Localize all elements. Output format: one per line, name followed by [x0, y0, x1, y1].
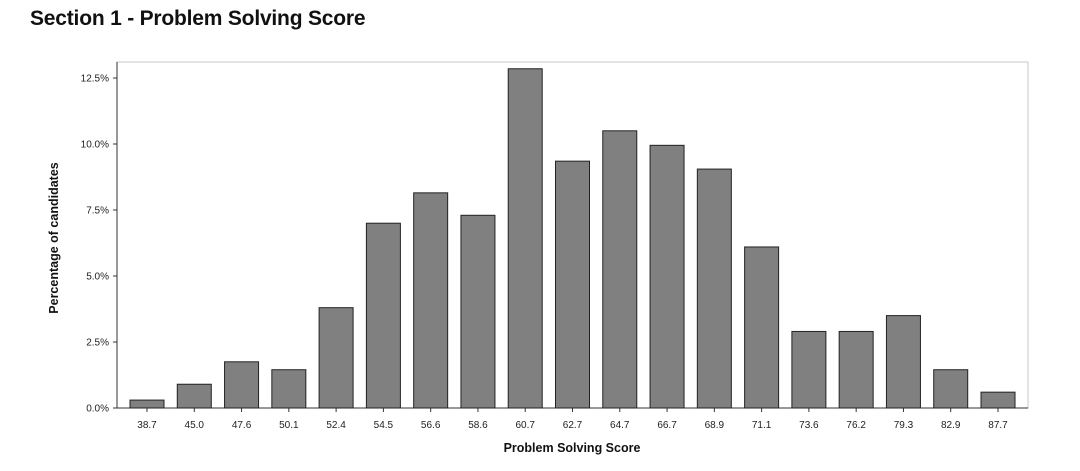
- bar: [413, 192, 449, 409]
- bars: [129, 68, 1016, 409]
- bar: [176, 383, 212, 409]
- y-axis-title: Percentage of candidates: [47, 162, 61, 313]
- x-tick-label: 62.7: [563, 420, 583, 431]
- x-tick-label: 47.6: [232, 420, 252, 431]
- y-tick-label: 7.5%: [86, 206, 109, 217]
- bar: [980, 391, 1016, 409]
- bar: [318, 307, 354, 409]
- x-tick-label: 64.7: [610, 420, 630, 431]
- x-tick-label: 54.5: [374, 420, 394, 431]
- x-tick-label: 66.7: [657, 420, 677, 431]
- bar: [791, 330, 827, 409]
- x-tick-label: 87.7: [988, 420, 1008, 431]
- bar: [696, 168, 732, 409]
- x-tick-label: 56.6: [421, 420, 441, 431]
- y-axis: 0.0% 2.5% 5.0% 7.5% 10.0% 12.5%: [81, 62, 118, 415]
- x-tick-label: 52.4: [326, 420, 346, 431]
- x-axis-title: Problem Solving Score: [504, 441, 641, 455]
- bar: [885, 315, 921, 409]
- y-tick-label: 10.0%: [81, 140, 109, 151]
- bar: [933, 369, 969, 409]
- bar: [602, 130, 638, 409]
- x-tick-label: 50.1: [279, 420, 299, 431]
- bar: [507, 68, 543, 409]
- x-tick-label: 73.6: [799, 420, 819, 431]
- bar: [838, 330, 874, 409]
- x-tick-label: 79.3: [894, 420, 914, 431]
- x-tick-label: 38.7: [137, 420, 157, 431]
- y-tick-label: 12.5%: [81, 74, 109, 85]
- y-tick-label: 2.5%: [86, 338, 109, 349]
- y-tick-label: 5.0%: [86, 272, 109, 283]
- bar: [271, 369, 307, 409]
- x-tick-label: 82.9: [941, 420, 961, 431]
- bar: [224, 361, 260, 409]
- bar: [555, 160, 590, 409]
- x-tick-label: 76.2: [846, 420, 866, 431]
- x-tick-label: 71.1: [752, 420, 772, 431]
- x-tick-label: 60.7: [515, 420, 535, 431]
- page-title: Section 1 - Problem Solving Score: [30, 7, 366, 30]
- bar: [365, 222, 401, 409]
- bar: [460, 214, 496, 409]
- y-tick-label: 0.0%: [86, 404, 109, 415]
- bar: [649, 144, 685, 409]
- bar: [129, 399, 165, 409]
- x-axis: 38.7 45.0 47.6 50.1 52.4 54.5 56.6 58.6 60.7 62.7…: [117, 407, 1028, 431]
- x-tick-label: 45.0: [185, 420, 205, 431]
- bar: [744, 246, 780, 409]
- x-tick-label: 68.9: [705, 420, 725, 431]
- x-tick-label: 58.6: [468, 420, 488, 431]
